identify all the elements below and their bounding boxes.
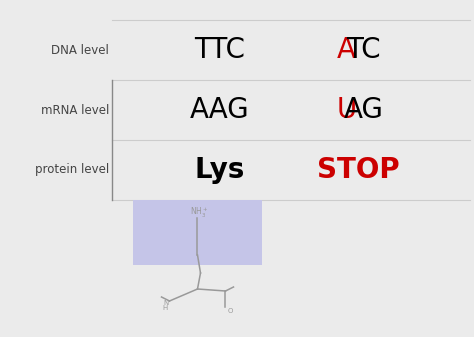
Text: N: N xyxy=(163,300,168,306)
Text: Lys: Lys xyxy=(195,156,245,184)
Text: AG: AG xyxy=(344,96,383,124)
Text: STOP: STOP xyxy=(317,156,399,184)
Text: TC: TC xyxy=(346,36,381,64)
Text: mRNA level: mRNA level xyxy=(41,103,109,117)
Text: protein level: protein level xyxy=(35,163,109,177)
Bar xyxy=(133,200,262,265)
Text: O: O xyxy=(228,308,233,314)
Text: NH$_3^+$: NH$_3^+$ xyxy=(191,206,209,220)
Text: DNA level: DNA level xyxy=(51,43,109,57)
Text: U: U xyxy=(337,96,356,124)
Text: H: H xyxy=(163,305,168,311)
Text: A: A xyxy=(337,36,356,64)
Text: AAG: AAG xyxy=(190,96,250,124)
Text: TTC: TTC xyxy=(194,36,246,64)
